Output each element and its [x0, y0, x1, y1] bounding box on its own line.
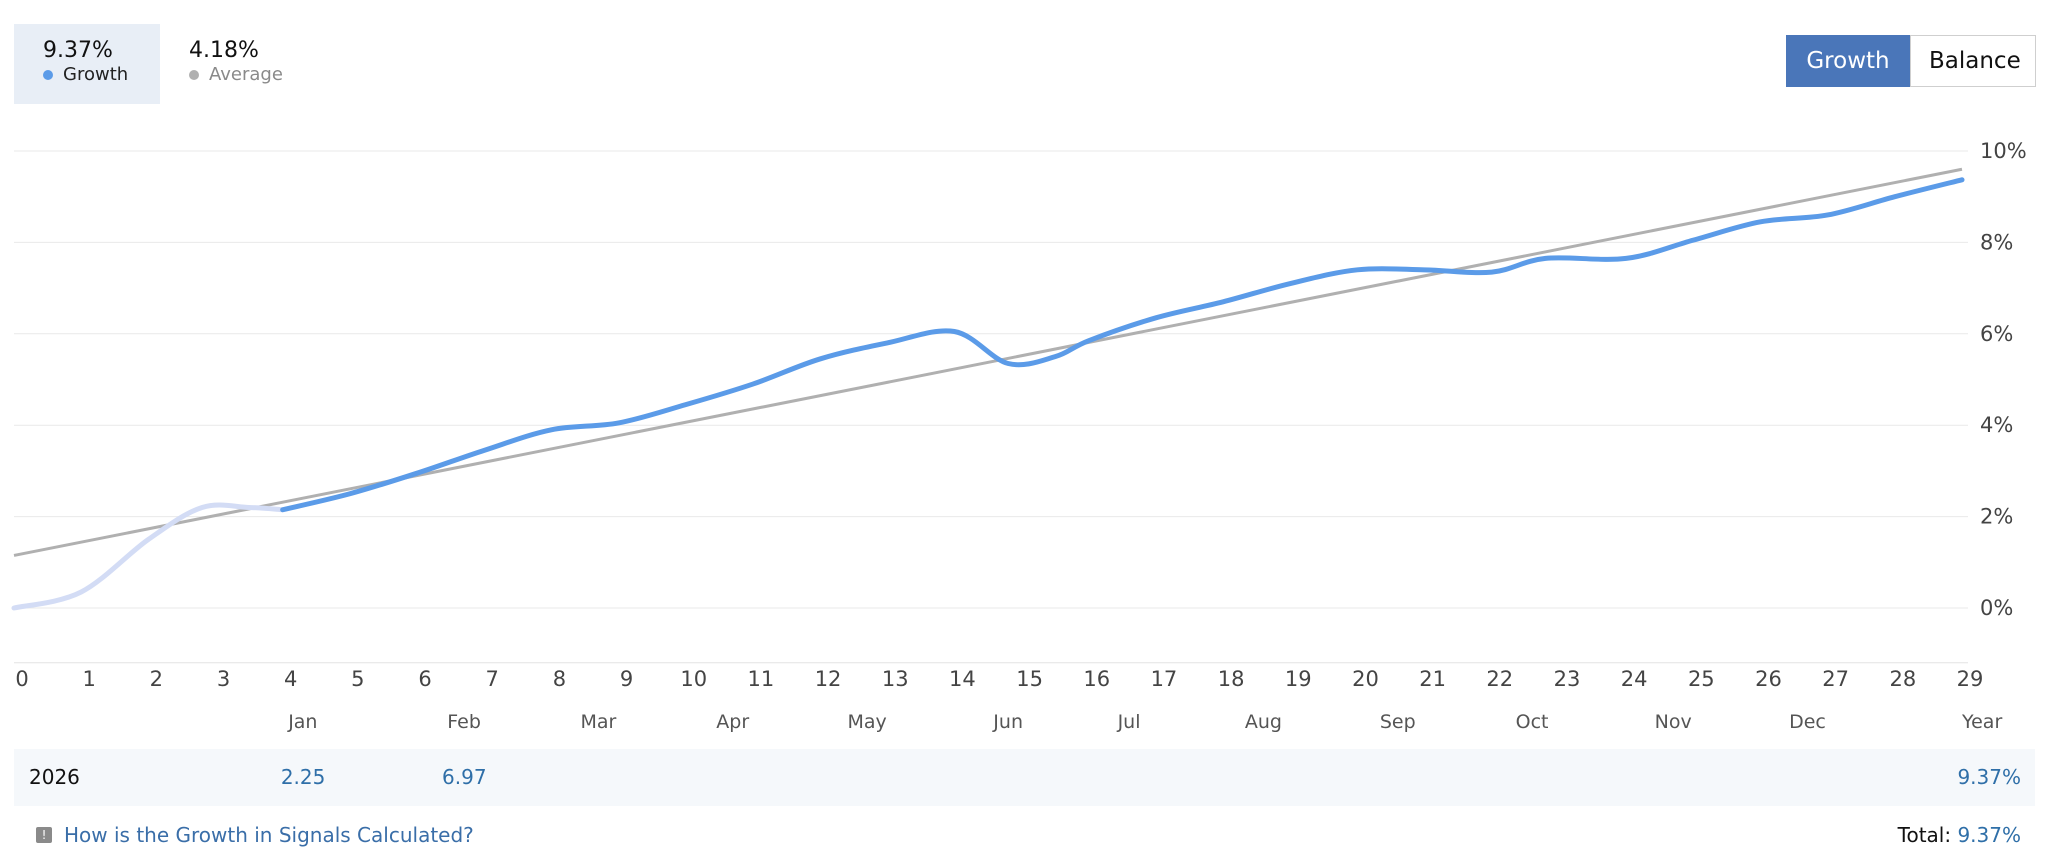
- stats-panel: 9.37% Growth 4.18% Average: [14, 24, 311, 104]
- balance-toggle-button[interactable]: Balance: [1910, 35, 2036, 87]
- average-label-text: Average: [209, 64, 283, 85]
- x-tick-label: 7: [486, 667, 499, 691]
- x-tick-label: 1: [82, 667, 95, 691]
- x-tick-label: 14: [949, 667, 976, 691]
- x-tick-label: 25: [1688, 667, 1715, 691]
- x-tick-label: 3: [217, 667, 230, 691]
- y-tick-label: 4%: [1980, 413, 2013, 437]
- month-label: Jun: [992, 711, 1023, 733]
- y-tick-label: 6%: [1980, 322, 2013, 346]
- month-label: Jan: [287, 711, 317, 733]
- x-tick-label: 6: [418, 667, 431, 691]
- x-tick-label: 21: [1419, 667, 1446, 691]
- x-tick-label: 5: [351, 667, 364, 691]
- average-dot-icon: [189, 70, 199, 80]
- x-tick-label: 28: [1889, 667, 1916, 691]
- x-tick-label: 4: [284, 667, 297, 691]
- x-tick-label: 15: [1016, 667, 1043, 691]
- average-series-line: [13, 167, 1963, 557]
- y-tick-label: 8%: [1980, 230, 2013, 254]
- x-tick-label: 0: [15, 667, 28, 691]
- month-label: Apr: [716, 711, 749, 733]
- average-stat[interactable]: 4.18% Average: [160, 24, 311, 104]
- average-stat-label: Average: [189, 64, 283, 86]
- x-tick-label: 27: [1822, 667, 1849, 691]
- jan-value[interactable]: 2.25: [280, 765, 326, 789]
- growth-help-link[interactable]: How is the Growth in Signals Calculated?: [64, 823, 474, 847]
- month-label: Year: [1961, 711, 2002, 733]
- growth-stat-label: Growth: [43, 64, 132, 86]
- month-label: May: [847, 711, 886, 733]
- x-tick-label: 11: [748, 667, 775, 691]
- x-tick-label: 29: [1957, 667, 1984, 691]
- x-tick-label: 18: [1218, 667, 1245, 691]
- x-tick-label: 16: [1083, 667, 1110, 691]
- growth-stat[interactable]: 9.37% Growth: [14, 24, 160, 104]
- growth-dot-icon: [43, 70, 53, 80]
- growth-chart: 0%2%4%6%8%10%0 1 2 3 4 5 6 7 8 9 10 11 12 13 14 15 16 17 1…: [11, 139, 2027, 733]
- x-tick-label: 26: [1755, 667, 1782, 691]
- month-label: Dec: [1789, 711, 1826, 733]
- growth-toggle-button[interactable]: Growth: [1786, 35, 1910, 87]
- chart-footer: ! How is the Growth in Signals Calculate…: [14, 822, 2035, 852]
- x-tick-label: 22: [1486, 667, 1513, 691]
- growth-series-line: [280, 177, 1965, 513]
- feb-value[interactable]: 6.97: [442, 765, 487, 789]
- x-tick-label: 17: [1151, 667, 1178, 691]
- growth-history-line: [11, 502, 286, 611]
- average-stat-value: 4.18%: [189, 38, 259, 63]
- growth-stat-value: 9.37%: [43, 38, 113, 63]
- growth-label-text: Growth: [63, 64, 129, 85]
- month-label: Sep: [1380, 711, 1416, 733]
- x-tick-label: 19: [1285, 667, 1312, 691]
- x-tick-label: 2: [150, 667, 163, 691]
- y-tick-label: 0%: [1980, 596, 2013, 620]
- total-label: Total:: [1897, 823, 1952, 847]
- month-label: Nov: [1655, 711, 1692, 733]
- info-icon: !: [36, 827, 52, 843]
- x-tick-label: 23: [1554, 667, 1581, 691]
- total-summary: Total: 9.37%: [1898, 823, 2021, 847]
- month-label: Mar: [580, 711, 616, 733]
- month-label: Aug: [1245, 711, 1282, 733]
- month-label: Jul: [1117, 711, 1141, 733]
- month-label: Oct: [1516, 711, 1549, 733]
- x-tick-label: 9: [620, 667, 633, 691]
- chart-mode-toggle: Growth Balance: [1786, 35, 2036, 87]
- x-tick-label: 20: [1352, 667, 1379, 691]
- year-label: 2026: [29, 765, 80, 789]
- x-tick-label: 24: [1621, 667, 1648, 691]
- year-total-value[interactable]: 9.37%: [1957, 765, 2021, 789]
- x-tick-label: 10: [680, 667, 707, 691]
- month-label: Feb: [447, 711, 481, 733]
- total-value: 9.37%: [1957, 823, 2021, 847]
- x-tick-label: 8: [553, 667, 566, 691]
- year-summary-row: 2026 2.25 6.97 9.37%: [14, 749, 2035, 806]
- y-tick-label: 10%: [1980, 139, 2027, 163]
- x-tick-label: 12: [815, 667, 842, 691]
- x-tick-label: 13: [882, 667, 909, 691]
- y-tick-label: 2%: [1980, 505, 2013, 529]
